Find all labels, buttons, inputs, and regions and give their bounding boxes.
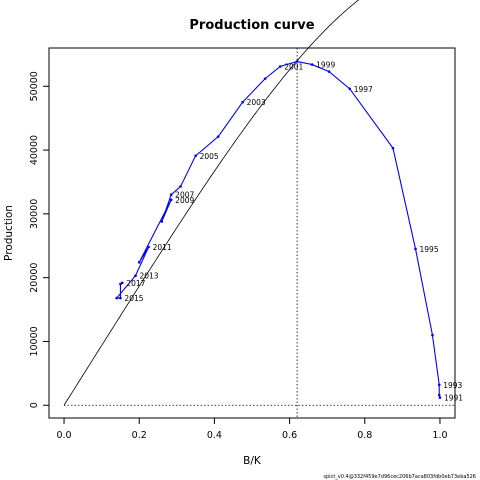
x-tick-label: 0.8 (357, 430, 372, 441)
y-tick-label: 30000 (29, 199, 40, 229)
x-axis-label: B/K (243, 455, 262, 467)
chart-title: Production curve (189, 18, 314, 33)
data-point-2016 (119, 282, 122, 286)
data-point-2015 (119, 296, 122, 300)
point-label-2009: 2009 (175, 196, 194, 205)
data-point-2004 (216, 135, 220, 138)
data-point-2000 (295, 60, 299, 63)
data-point-1997 (348, 87, 352, 91)
point-label-1995: 1995 (420, 245, 439, 254)
x-tick-label: 0.2 (132, 430, 147, 441)
point-label-2003: 2003 (247, 98, 266, 107)
x-tick-label: 0.6 (282, 430, 297, 441)
data-point-1999 (310, 63, 314, 66)
data-point-2014 (115, 296, 118, 300)
observed-series-layer (115, 60, 442, 399)
point-labels-layer: 1991 1993 1995 1997 1999 2001 2003 2005 20072009… (124, 61, 463, 403)
data-point-2010 (137, 261, 141, 264)
theoretical-curve-layer (63, 0, 360, 406)
point-label-2007: 2007 (175, 191, 194, 200)
point-label-2005: 2005 (200, 152, 219, 161)
data-point-2007 (169, 193, 173, 197)
data-point-2008 (160, 220, 164, 223)
point-label-2011: 2011 (153, 243, 172, 252)
data-point-2002 (263, 77, 267, 80)
data-point-2005 (194, 154, 197, 158)
point-label-2001: 2001 (284, 63, 303, 72)
point-label-2013: 2013 (139, 272, 158, 281)
data-point-2006 (179, 185, 182, 188)
x-tick-label: 0.4 (207, 430, 222, 441)
y-tick-label: 0 (29, 402, 40, 408)
point-label-1993: 1993 (443, 381, 462, 390)
reference-lines-layer (64, 48, 455, 418)
footnote: spict_v0.4@332f459e7d96cec206b7aca803fdb… (323, 474, 476, 480)
data-point-2003 (241, 100, 244, 104)
data-point-2017 (121, 281, 124, 285)
data-point-2001 (278, 65, 282, 68)
data-point-2011 (147, 245, 150, 249)
data-point-1996 (391, 146, 395, 150)
x-tick-label: 1.0 (432, 430, 447, 441)
data-point-1992 (437, 393, 441, 397)
y-tick-label: 40000 (29, 135, 40, 165)
data-point-1995 (414, 247, 417, 251)
y-axis: 0 10000 20000 30000 40000 50000 (29, 71, 50, 408)
y-tick-label: 20000 (29, 263, 40, 293)
data-point-1993 (437, 383, 441, 387)
data-point-1994 (431, 333, 434, 337)
theoretical-production-curve (63, 0, 360, 406)
data-point-2009 (169, 198, 173, 202)
y-tick-label: 10000 (29, 326, 40, 356)
data-point-2013 (134, 274, 137, 278)
point-label-1999: 1999 (316, 61, 335, 70)
y-axis-label: Production (3, 205, 15, 261)
x-axis: 0.0 0.2 0.4 0.6 0.8 1.0 (56, 417, 448, 441)
data-point-1991 (438, 396, 442, 399)
data-point-1998 (327, 70, 331, 73)
observed-series-line (115, 60, 441, 398)
x-tick-label: 0.0 (56, 430, 71, 441)
point-label-1991: 1991 (444, 394, 463, 403)
point-label-1997: 1997 (354, 85, 373, 94)
point-label-2017: 2017 (126, 279, 145, 288)
y-tick-label: 50000 (29, 71, 40, 101)
point-label-2015: 2015 (124, 294, 143, 303)
